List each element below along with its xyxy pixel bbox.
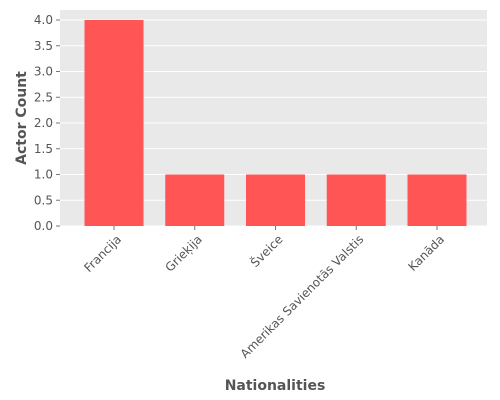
bar: [246, 174, 305, 226]
bar: [326, 174, 386, 226]
x-axis-title: Nationalities: [225, 378, 326, 394]
y-axis-ticks: 0.0 0.5 1.0 1.5 2.0 2.5 3.0 3.5 4.0: [34, 13, 60, 233]
y-tick-label: 0.5: [34, 193, 53, 207]
y-tick-label: 1.0: [34, 168, 53, 182]
y-tick-label: 1.5: [34, 142, 53, 156]
x-tick-label: Šveice: [247, 232, 285, 270]
bar: [165, 174, 225, 226]
bar: [407, 174, 467, 226]
bars: [84, 20, 467, 226]
y-tick-label: 2.5: [34, 90, 53, 104]
y-tick-label: 2.0: [34, 116, 53, 130]
y-tick-label: 3.5: [34, 39, 53, 53]
x-tick-label: Francija: [81, 232, 124, 275]
bar: [84, 20, 144, 226]
x-tick-label: Kanāda: [405, 232, 447, 274]
y-tick-label: 4.0: [34, 13, 53, 27]
y-axis-title: Actor Count: [14, 71, 30, 165]
y-tick-label: 0.0: [34, 219, 53, 233]
y-tick-label: 3.0: [34, 65, 53, 79]
x-tick-label: Grieķija: [163, 232, 205, 274]
